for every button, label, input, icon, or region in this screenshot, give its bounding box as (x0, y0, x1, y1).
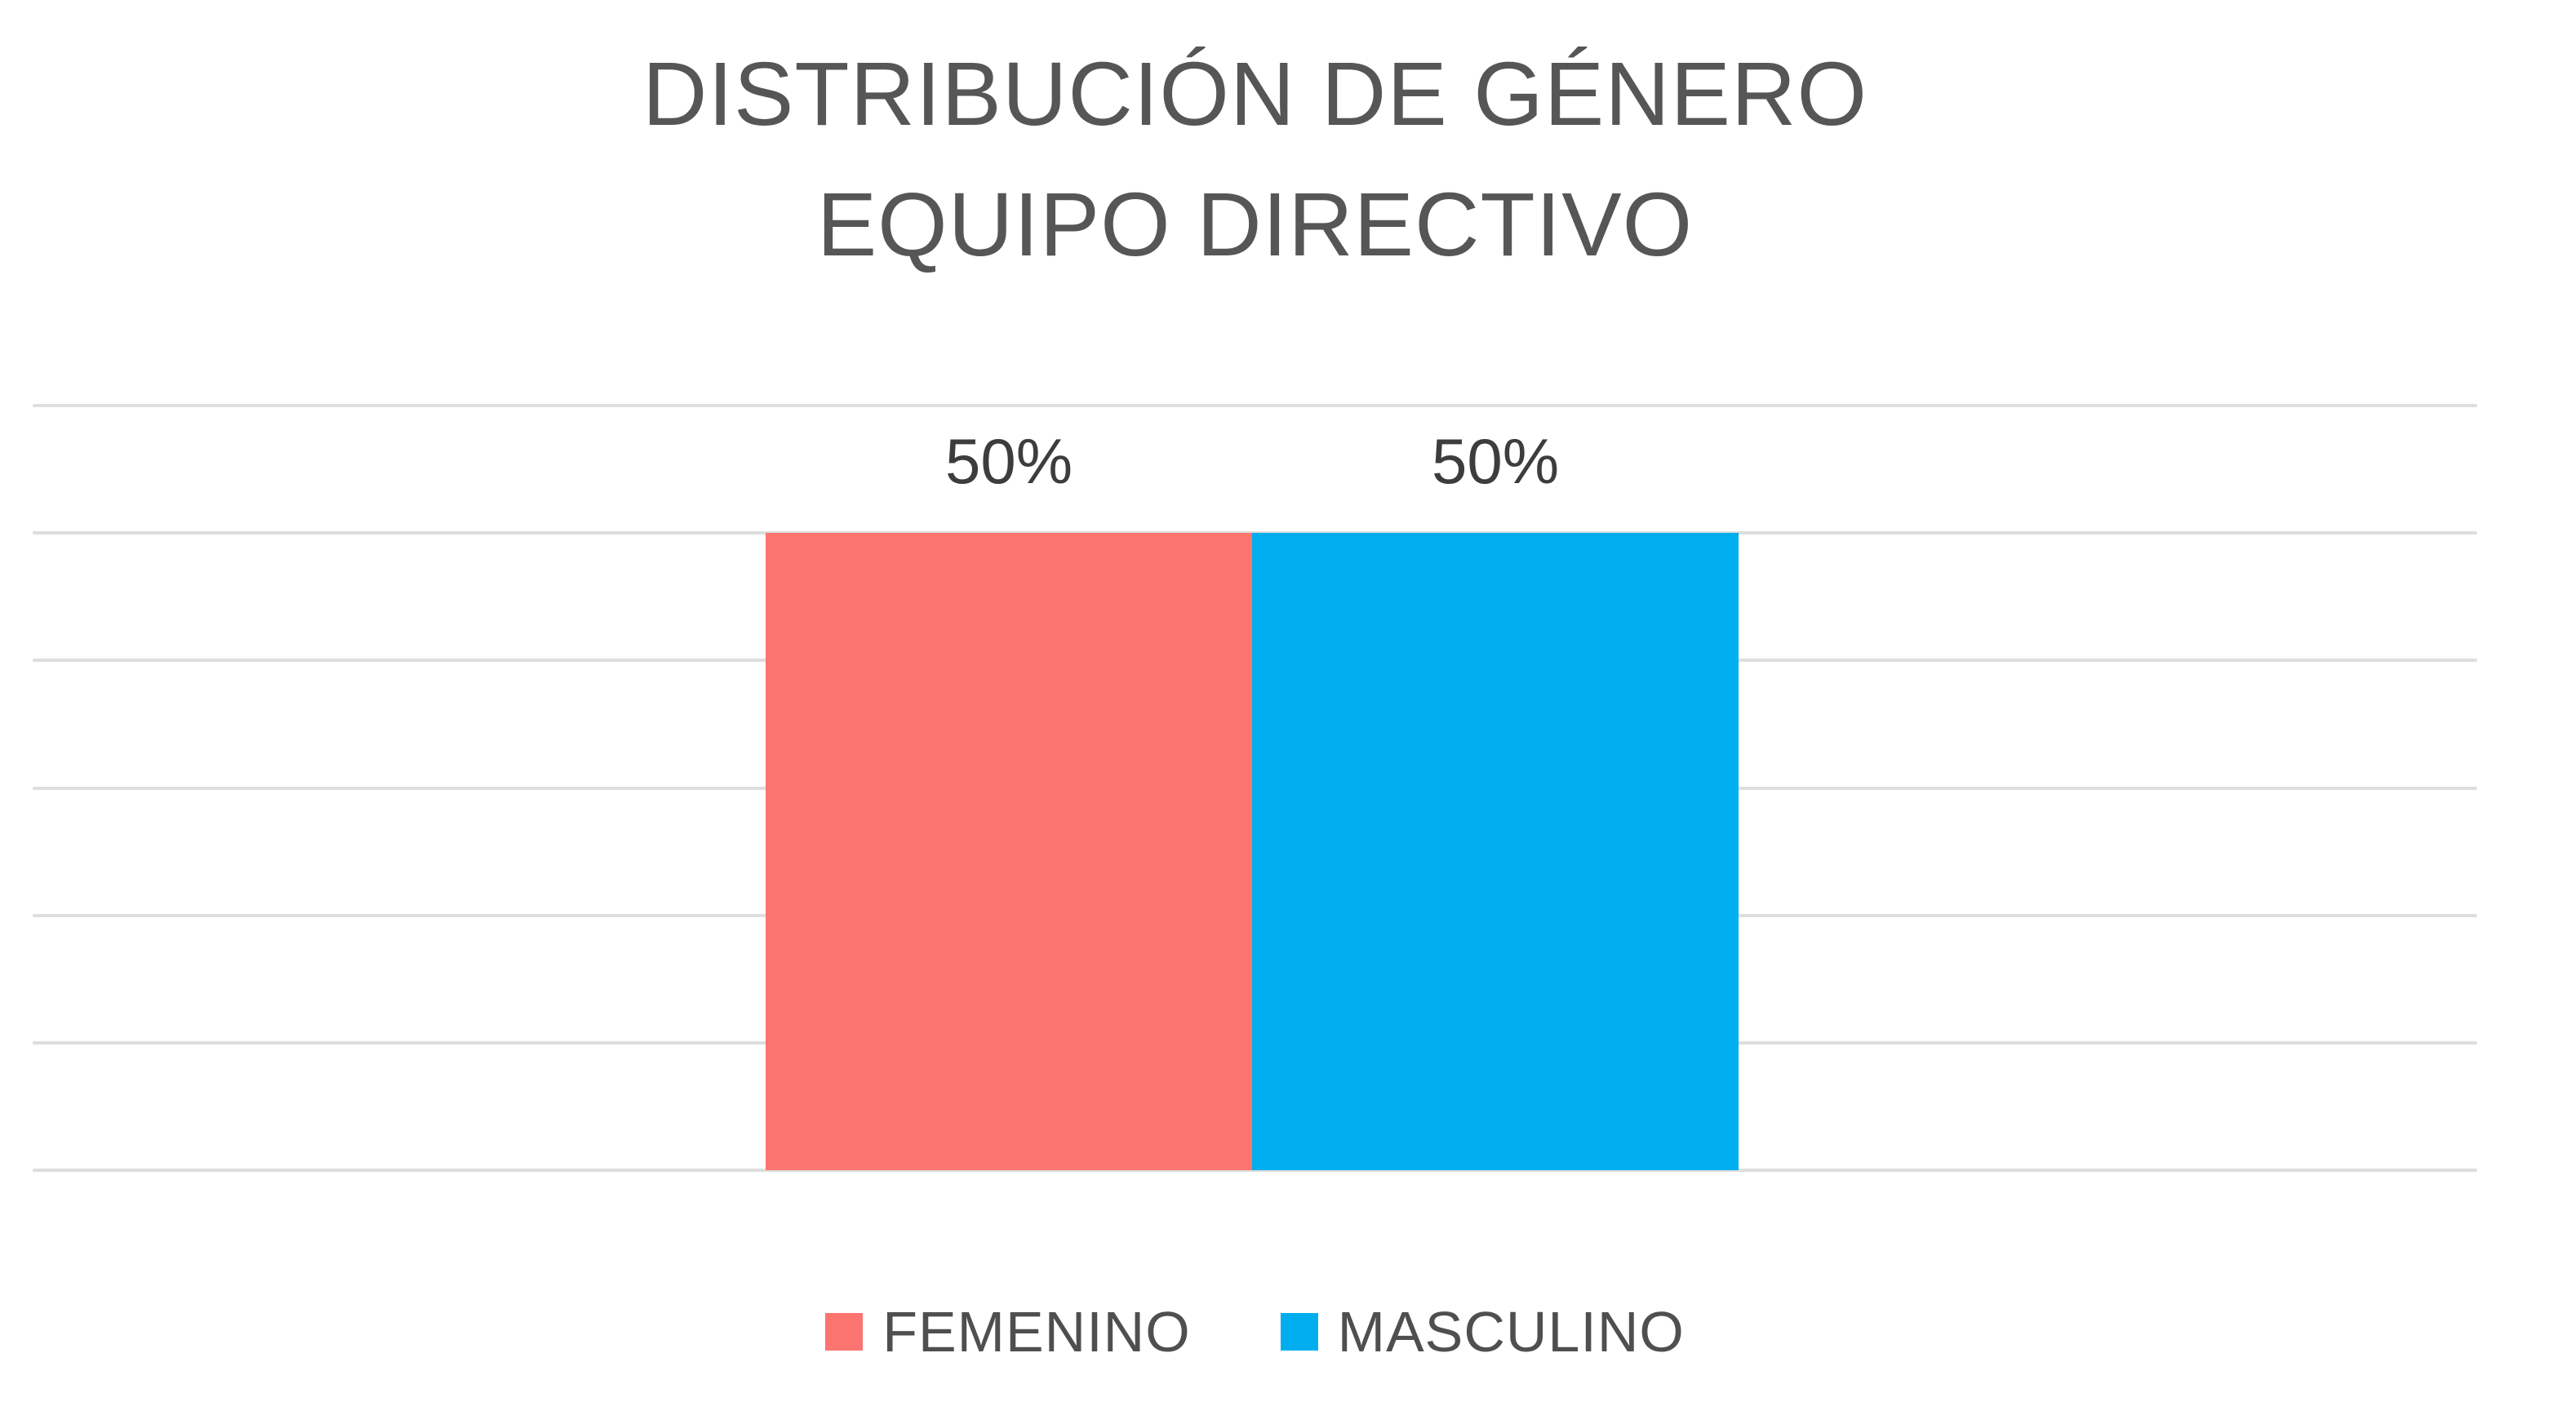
bar-femenino (766, 533, 1252, 1170)
legend-label-masculino: MASCULINO (1337, 1300, 1685, 1364)
legend-item-masculino: MASCULINO (1280, 1299, 1685, 1364)
gridline-60 (33, 404, 2477, 407)
chart-title: DISTRIBUCIÓN DE GÉNERO EQUIPO DIRECTIVO (33, 29, 2477, 290)
chart-title-line1: DISTRIBUCIÓN DE GÉNERO (642, 44, 1868, 144)
chart-legend: FEMENINO MASCULINO (33, 1299, 2477, 1364)
gridline-0 (33, 1169, 2477, 1172)
data-label-femenino: 50% (944, 425, 1073, 498)
legend-item-femenino: FEMENINO (825, 1299, 1190, 1364)
legend-swatch-femenino (825, 1313, 864, 1351)
plot-area: 50% 50% (33, 404, 2477, 1173)
bar-masculino (1252, 533, 1739, 1170)
legend-label-femenino: FEMENINO (882, 1300, 1191, 1364)
data-label-masculino: 50% (1431, 425, 1560, 498)
legend-swatch-masculino (1280, 1313, 1318, 1351)
chart-title-line2: EQUIPO DIRECTIVO (816, 174, 1694, 275)
